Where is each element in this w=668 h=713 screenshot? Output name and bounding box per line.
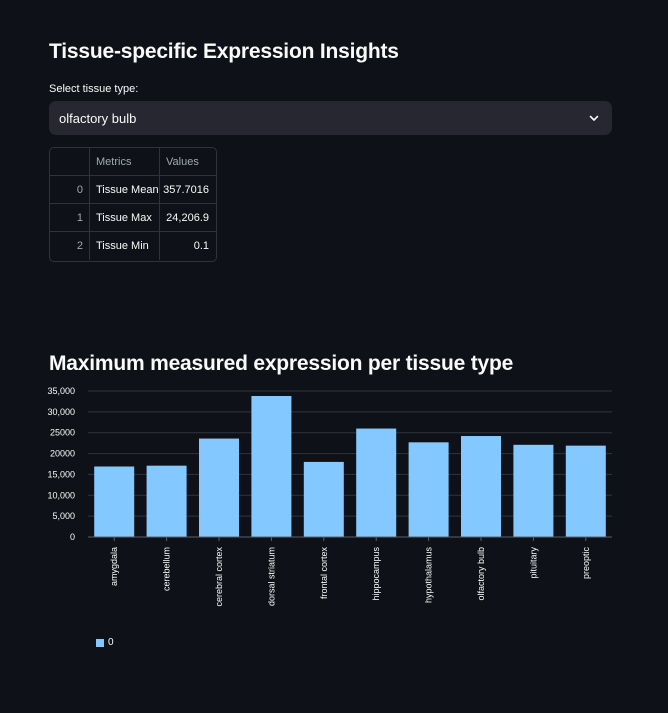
row-index: 1 (50, 204, 90, 232)
metrics-table: Metrics Values 0 Tissue Mean 357.7016 1 … (49, 147, 217, 262)
bar-cerebellum[interactable] (146, 465, 187, 537)
bar-frontal-cortex[interactable] (303, 461, 344, 537)
y-tick-label: 0 (70, 532, 75, 542)
x-tick-label: hippocampus (371, 547, 381, 601)
bar-hippocampus[interactable] (356, 428, 397, 537)
row-index: 2 (50, 232, 90, 260)
tissue-select[interactable]: olfactory bulb (49, 101, 612, 135)
y-tick-label: 10,000 (47, 490, 75, 500)
tissue-select-label: Select tissue type: (49, 83, 139, 95)
page-title: Tissue-specific Expression Insights (49, 40, 399, 63)
bar-olfactory-bulb[interactable] (461, 436, 501, 537)
x-tick-label: dorsal striatum (266, 547, 276, 606)
x-tick-label: amygdala (109, 547, 119, 586)
bar-preoptic[interactable] (565, 445, 606, 537)
metrics-header[interactable]: Metrics (90, 148, 160, 176)
index-header (50, 148, 90, 176)
metric-cell: Tissue Max (90, 204, 160, 232)
bar-chart[interactable]: 0 5,000 10,000 15,000 20000 25000 30,000 35,000… (0, 380, 668, 610)
value-cell: 357.7016 (163, 184, 209, 196)
x-tick-label: cerebellum (162, 547, 172, 591)
value-cell: 0.1 (193, 240, 209, 252)
x-tick-label: frontal cortex (319, 547, 329, 600)
value-cell: 24,206.9 (166, 212, 209, 224)
x-tick-label: olfactory bulb (476, 547, 486, 601)
y-tick-label: 15,000 (47, 469, 75, 479)
x-tick-label: hypothalamus (424, 547, 434, 604)
legend-swatch (96, 639, 104, 647)
x-tick-label: pituitary (528, 547, 538, 579)
bar-pituitary[interactable] (513, 444, 554, 537)
x-tick-label: cerebral cortex (214, 547, 224, 607)
bar-amygdala[interactable] (94, 466, 135, 537)
values-header[interactable]: Values (166, 156, 199, 168)
table-row: 1 Tissue Max 24,206.9 (50, 204, 216, 232)
y-tick-label: 5,000 (52, 511, 75, 521)
table-row: 2 Tissue Min 0.1 (50, 232, 216, 260)
bar-cerebral-cortex[interactable] (199, 438, 239, 537)
legend-label: 0 (108, 637, 114, 648)
y-tick-label: 25000 (50, 428, 75, 438)
metric-cell: Tissue Min (90, 232, 160, 260)
row-index: 0 (50, 176, 90, 204)
metric-cell: Tissue Mean (90, 176, 160, 204)
y-tick-label: 35,000 (47, 386, 75, 396)
table-row: 0 Tissue Mean 357.7016 (50, 176, 216, 204)
y-tick-label: 30,000 (47, 407, 75, 417)
tissue-select-value: olfactory bulb (59, 111, 137, 126)
bar-hypothalamus[interactable] (408, 442, 449, 537)
table-header: Metrics Values (50, 148, 216, 176)
y-tick-label: 20000 (50, 449, 75, 459)
x-tick-label: preoptic (581, 547, 591, 580)
chevron-down-icon[interactable] (588, 112, 600, 124)
bar-dorsal-striatum[interactable] (251, 396, 292, 537)
chart-title: Maximum measured expression per tissue t… (49, 352, 514, 375)
